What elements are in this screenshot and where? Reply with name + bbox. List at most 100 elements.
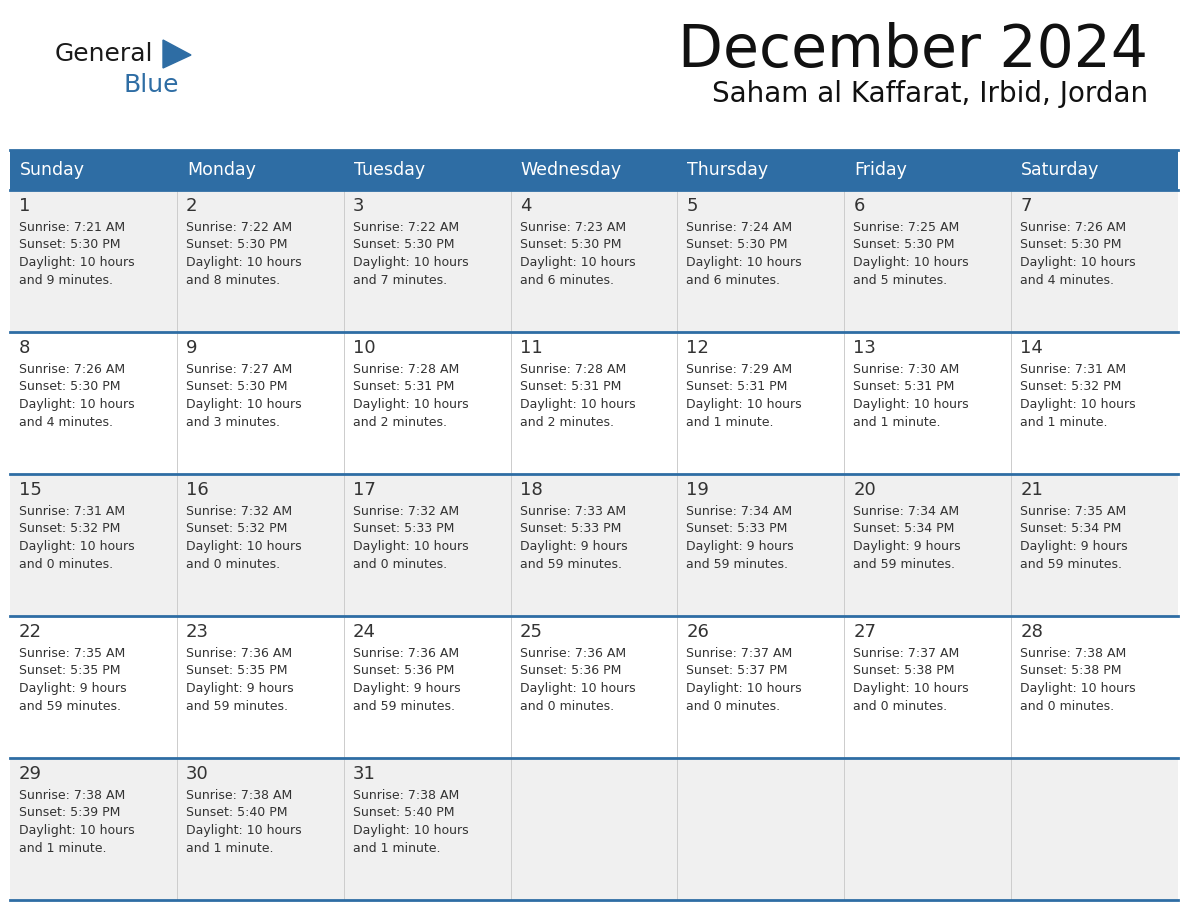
Text: Daylight: 10 hours: Daylight: 10 hours <box>853 682 969 695</box>
Text: Sunset: 5:30 PM: Sunset: 5:30 PM <box>185 239 287 252</box>
Text: and 0 minutes.: and 0 minutes. <box>1020 700 1114 712</box>
Polygon shape <box>163 40 191 68</box>
Text: Sunset: 5:30 PM: Sunset: 5:30 PM <box>1020 239 1121 252</box>
Text: Thursday: Thursday <box>688 161 769 179</box>
Text: Daylight: 10 hours: Daylight: 10 hours <box>1020 256 1136 269</box>
Text: and 4 minutes.: and 4 minutes. <box>1020 274 1114 286</box>
Text: 16: 16 <box>185 481 209 499</box>
Text: 3: 3 <box>353 197 365 215</box>
Text: 17: 17 <box>353 481 375 499</box>
Text: Sunrise: 7:38 AM: Sunrise: 7:38 AM <box>19 789 125 802</box>
Text: Sunrise: 7:33 AM: Sunrise: 7:33 AM <box>519 505 626 518</box>
Text: 5: 5 <box>687 197 697 215</box>
Text: Sunrise: 7:32 AM: Sunrise: 7:32 AM <box>353 505 459 518</box>
Text: Daylight: 10 hours: Daylight: 10 hours <box>19 824 134 837</box>
Text: Sunset: 5:31 PM: Sunset: 5:31 PM <box>353 380 454 394</box>
Text: and 1 minute.: and 1 minute. <box>853 416 941 429</box>
Text: Sunrise: 7:36 AM: Sunrise: 7:36 AM <box>519 647 626 660</box>
Text: 1: 1 <box>19 197 31 215</box>
Text: Sunset: 5:36 PM: Sunset: 5:36 PM <box>519 665 621 677</box>
Text: Daylight: 10 hours: Daylight: 10 hours <box>353 398 468 411</box>
Text: 18: 18 <box>519 481 542 499</box>
Text: 19: 19 <box>687 481 709 499</box>
Text: Tuesday: Tuesday <box>354 161 425 179</box>
Text: Sunrise: 7:34 AM: Sunrise: 7:34 AM <box>687 505 792 518</box>
Text: and 0 minutes.: and 0 minutes. <box>519 700 614 712</box>
Text: Daylight: 10 hours: Daylight: 10 hours <box>19 256 134 269</box>
Text: and 7 minutes.: and 7 minutes. <box>353 274 447 286</box>
Text: Sunrise: 7:22 AM: Sunrise: 7:22 AM <box>185 221 292 234</box>
Text: Sunset: 5:32 PM: Sunset: 5:32 PM <box>19 522 120 535</box>
Text: General: General <box>55 42 153 66</box>
Text: 30: 30 <box>185 765 209 783</box>
Bar <box>10 332 1178 474</box>
Text: Sunrise: 7:37 AM: Sunrise: 7:37 AM <box>853 647 960 660</box>
Text: Daylight: 10 hours: Daylight: 10 hours <box>19 540 134 553</box>
Text: Sunrise: 7:24 AM: Sunrise: 7:24 AM <box>687 221 792 234</box>
Text: Sunrise: 7:21 AM: Sunrise: 7:21 AM <box>19 221 125 234</box>
Text: Blue: Blue <box>124 73 178 97</box>
Text: Daylight: 10 hours: Daylight: 10 hours <box>687 398 802 411</box>
Text: 20: 20 <box>853 481 876 499</box>
Text: Sunrise: 7:36 AM: Sunrise: 7:36 AM <box>353 647 459 660</box>
Text: Sunrise: 7:32 AM: Sunrise: 7:32 AM <box>185 505 292 518</box>
Text: 21: 21 <box>1020 481 1043 499</box>
Text: Daylight: 10 hours: Daylight: 10 hours <box>853 256 969 269</box>
Bar <box>10 190 1178 332</box>
Text: Sunrise: 7:23 AM: Sunrise: 7:23 AM <box>519 221 626 234</box>
Text: and 59 minutes.: and 59 minutes. <box>353 700 455 712</box>
Text: Sunrise: 7:34 AM: Sunrise: 7:34 AM <box>853 505 960 518</box>
Text: and 59 minutes.: and 59 minutes. <box>19 700 121 712</box>
Text: Daylight: 9 hours: Daylight: 9 hours <box>853 540 961 553</box>
Text: Daylight: 9 hours: Daylight: 9 hours <box>185 682 293 695</box>
Text: 29: 29 <box>19 765 42 783</box>
Text: December 2024: December 2024 <box>678 22 1148 79</box>
Text: Daylight: 10 hours: Daylight: 10 hours <box>1020 398 1136 411</box>
Text: Saturday: Saturday <box>1022 161 1100 179</box>
Text: 23: 23 <box>185 623 209 641</box>
Text: and 2 minutes.: and 2 minutes. <box>519 416 613 429</box>
Text: and 4 minutes.: and 4 minutes. <box>19 416 113 429</box>
Text: and 59 minutes.: and 59 minutes. <box>1020 557 1123 570</box>
Text: and 0 minutes.: and 0 minutes. <box>185 557 280 570</box>
Text: and 6 minutes.: and 6 minutes. <box>519 274 613 286</box>
Text: Sunrise: 7:30 AM: Sunrise: 7:30 AM <box>853 363 960 376</box>
Text: Sunrise: 7:38 AM: Sunrise: 7:38 AM <box>1020 647 1126 660</box>
Text: Sunset: 5:35 PM: Sunset: 5:35 PM <box>185 665 287 677</box>
Text: Sunrise: 7:31 AM: Sunrise: 7:31 AM <box>1020 363 1126 376</box>
Text: Sunset: 5:40 PM: Sunset: 5:40 PM <box>185 807 287 820</box>
Text: 6: 6 <box>853 197 865 215</box>
Text: 12: 12 <box>687 339 709 357</box>
Text: Sunset: 5:30 PM: Sunset: 5:30 PM <box>853 239 955 252</box>
Text: Sunrise: 7:38 AM: Sunrise: 7:38 AM <box>185 789 292 802</box>
Text: and 59 minutes.: and 59 minutes. <box>519 557 621 570</box>
Text: Daylight: 10 hours: Daylight: 10 hours <box>519 398 636 411</box>
Text: Daylight: 9 hours: Daylight: 9 hours <box>19 682 127 695</box>
Text: Daylight: 9 hours: Daylight: 9 hours <box>519 540 627 553</box>
Text: and 2 minutes.: and 2 minutes. <box>353 416 447 429</box>
Text: Sunset: 5:37 PM: Sunset: 5:37 PM <box>687 665 788 677</box>
Text: and 1 minute.: and 1 minute. <box>19 842 107 855</box>
Text: 24: 24 <box>353 623 375 641</box>
Text: Daylight: 10 hours: Daylight: 10 hours <box>185 540 302 553</box>
Text: Daylight: 10 hours: Daylight: 10 hours <box>19 398 134 411</box>
Text: Sunset: 5:35 PM: Sunset: 5:35 PM <box>19 665 120 677</box>
Text: Sunset: 5:32 PM: Sunset: 5:32 PM <box>185 522 287 535</box>
Text: 8: 8 <box>19 339 31 357</box>
Text: Friday: Friday <box>854 161 908 179</box>
Text: 15: 15 <box>19 481 42 499</box>
Text: Sunrise: 7:28 AM: Sunrise: 7:28 AM <box>519 363 626 376</box>
Text: Daylight: 10 hours: Daylight: 10 hours <box>519 682 636 695</box>
Text: and 0 minutes.: and 0 minutes. <box>853 700 947 712</box>
Text: Sunset: 5:38 PM: Sunset: 5:38 PM <box>1020 665 1121 677</box>
Text: and 0 minutes.: and 0 minutes. <box>353 557 447 570</box>
Text: Daylight: 10 hours: Daylight: 10 hours <box>853 398 969 411</box>
Text: Daylight: 10 hours: Daylight: 10 hours <box>1020 682 1136 695</box>
Text: Sunset: 5:38 PM: Sunset: 5:38 PM <box>853 665 955 677</box>
Text: Sunset: 5:30 PM: Sunset: 5:30 PM <box>353 239 454 252</box>
Text: Sunday: Sunday <box>20 161 86 179</box>
Text: Sunset: 5:33 PM: Sunset: 5:33 PM <box>687 522 788 535</box>
Text: Daylight: 9 hours: Daylight: 9 hours <box>353 682 460 695</box>
Text: Sunrise: 7:35 AM: Sunrise: 7:35 AM <box>1020 505 1126 518</box>
Text: Daylight: 9 hours: Daylight: 9 hours <box>1020 540 1127 553</box>
